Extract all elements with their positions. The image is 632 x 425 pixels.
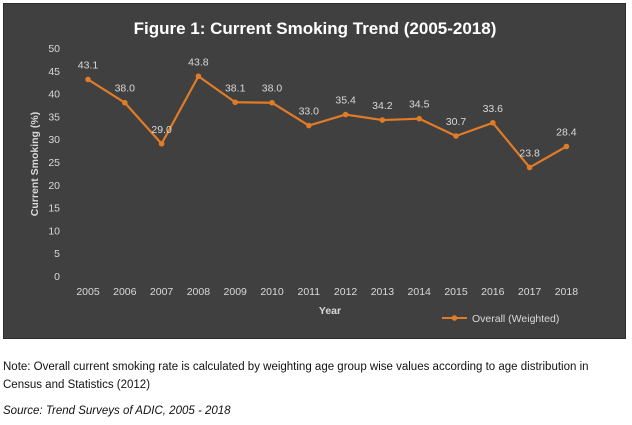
x-tick-label: 2008 — [187, 286, 211, 298]
data-label: 34.5 — [409, 99, 430, 111]
chart-note: Note: Overall current smoking rate is ca… — [3, 361, 589, 391]
data-label: 28.4 — [556, 126, 577, 138]
data-point — [232, 99, 238, 106]
legend-marker — [451, 315, 458, 321]
x-axis-label: Year — [319, 305, 341, 317]
x-tick-label: 2011 — [298, 286, 321, 298]
y-axis-ticks: 0 5 10 15 20 25 30 35 40 45 50 — [48, 43, 60, 283]
legend-label: Overall (Weighted) — [472, 313, 559, 325]
x-tick-label: 2012 — [334, 286, 358, 298]
y-tick-label: 0 — [54, 271, 60, 283]
data-label: 38.0 — [115, 83, 136, 95]
data-label: 38.0 — [262, 83, 283, 95]
x-tick-label: 2016 — [481, 286, 505, 298]
x-axis-ticks: 2005 2006 2007 2008 2009 2010 2011 2012 2013 2014… — [76, 286, 578, 298]
y-tick-label: 25 — [48, 157, 60, 169]
data-point — [306, 122, 312, 129]
data-point — [122, 99, 128, 106]
x-tick-label: 2006 — [113, 286, 137, 298]
data-label: 29.0 — [151, 124, 172, 136]
chart-source: Source: Trend Surveys of ADIC, 2005 - 20… — [3, 405, 231, 417]
data-label: 30.7 — [446, 116, 467, 128]
data-label: 33.6 — [483, 103, 504, 115]
data-label: 23.8 — [519, 147, 540, 159]
data-label: 34.2 — [372, 100, 393, 112]
x-tick-label: 2015 — [444, 286, 468, 298]
data-label: 33.0 — [299, 106, 320, 118]
y-tick-label: 15 — [48, 203, 60, 215]
y-tick-label: 35 — [48, 111, 60, 123]
x-tick-label: 2009 — [224, 286, 248, 298]
y-tick-label: 45 — [48, 66, 60, 78]
data-point — [342, 111, 349, 118]
line-chart: Figure 1: Current Smoking Trend (2005-20… — [29, 19, 578, 325]
series-line — [86, 75, 568, 169]
data-point — [453, 133, 459, 139]
x-tick-label: 2013 — [371, 286, 395, 298]
y-axis-label: Current Smoking (%) — [29, 112, 41, 216]
data-label: 43.8 — [188, 56, 209, 68]
x-tick-label: 2010 — [260, 286, 284, 298]
x-tick-label: 2005 — [76, 286, 100, 298]
x-tick-label: 2007 — [150, 286, 174, 298]
data-point — [379, 117, 386, 123]
data-label: 35.4 — [335, 95, 356, 107]
y-tick-label: 5 — [54, 248, 60, 260]
data-point — [526, 164, 533, 171]
x-tick-label: 2014 — [408, 286, 432, 298]
data-point — [85, 76, 91, 83]
data-point — [563, 143, 570, 150]
y-tick-label: 30 — [48, 134, 60, 146]
data-point — [490, 119, 496, 126]
data-point — [195, 73, 202, 80]
data-point — [269, 99, 275, 106]
data-point — [158, 140, 165, 147]
y-tick-label: 50 — [48, 43, 60, 55]
y-tick-label: 10 — [48, 225, 60, 237]
chart-panel: Figure 1: Current Smoking Trend (2005-20… — [3, 3, 626, 339]
data-point — [416, 115, 423, 122]
x-tick-label: 2017 — [518, 286, 542, 298]
y-tick-label: 40 — [48, 89, 60, 101]
chart-title: Figure 1: Current Smoking Trend (2005-20… — [134, 19, 497, 38]
data-labels: 43.1 38.0 29.0 43.8 38.1 38.0 33.0 35.4 34.2 34.5… — [78, 56, 577, 159]
data-label: 43.1 — [78, 59, 99, 71]
data-label: 38.1 — [225, 82, 246, 94]
x-tick-label: 2018 — [555, 286, 579, 298]
legend: Overall (Weighted) — [442, 313, 559, 325]
series-overall-weighted — [85, 73, 570, 171]
y-tick-label: 20 — [48, 180, 60, 192]
